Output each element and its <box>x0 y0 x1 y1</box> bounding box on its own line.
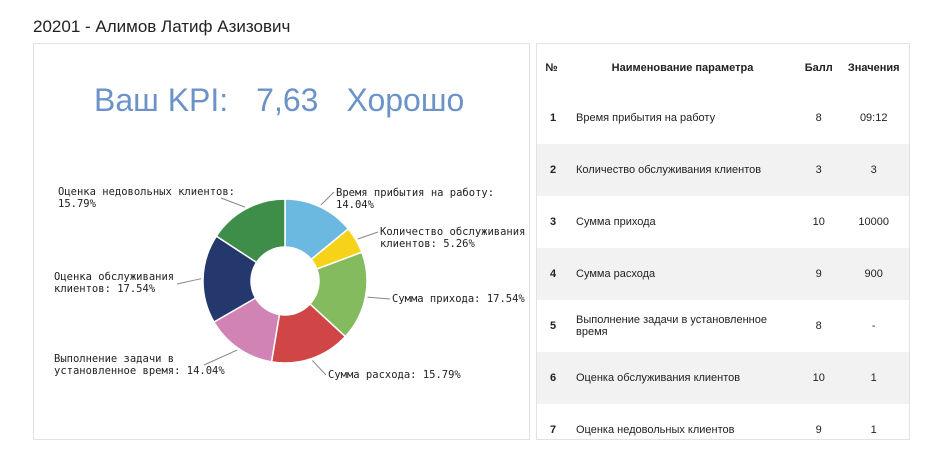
cell-name: Количество обслуживания клиентов <box>566 144 799 196</box>
slice-label: Оценка обслуживания клиентов: 17.54% <box>54 271 174 295</box>
slice-label-line: Сумма расхода: 15.79% <box>328 369 461 381</box>
cell-name: Сумма расхода <box>566 248 799 300</box>
cell-value: 1 <box>870 424 877 436</box>
slice-label: Оценка недовольных клиентов: 15.79% <box>58 186 235 210</box>
slice-label-line: Выполнение задачи в <box>54 353 174 365</box>
cell-num: 5 <box>549 320 557 332</box>
kpi-donut-chart: Время прибытия на работу: 14.04% Количеств… <box>54 186 525 381</box>
kpi-table-panel: № Наименование параметра Балл Значения 1… <box>536 43 910 440</box>
cell-value: 900 <box>838 248 909 300</box>
page-title: 20201 - Алимов Латиф Азизович <box>33 17 291 36</box>
slice-label: Время прибытия на работу: 14.04% <box>336 187 494 211</box>
slice-leader-line <box>357 231 379 240</box>
slice-label-line: клиентов: 5.26% <box>380 238 476 250</box>
table-row: 3 Сумма прихода 10 10000 <box>537 196 909 248</box>
slice-leader-line <box>320 191 335 206</box>
slice-label-line: установленное время: 14.04% <box>54 365 225 377</box>
slice-leader-line <box>176 278 202 285</box>
slice-label-line: Количество обслуживания <box>380 226 525 238</box>
cell-name: Сумма прихода <box>576 216 656 228</box>
cell-score: 3 <box>799 144 839 196</box>
table-row: 1 Время прибытия на работу 8 09:12 <box>537 92 909 144</box>
cell-score: 9 <box>815 424 822 436</box>
cell-value: 1 <box>838 352 909 404</box>
slice-label-line: 15.79% <box>58 198 97 210</box>
cell-num: 7 <box>549 424 557 436</box>
slice-label-line: Оценка недовольных клиентов: <box>58 186 235 198</box>
slice-leader-line <box>203 349 238 366</box>
cell-name: Время прибытия на работу <box>576 112 716 124</box>
slice-label: Выполнение задачи в установленное время: … <box>54 353 225 377</box>
table-body: 1 Время прибытия на работу 8 09:12 2 Количест… <box>537 92 909 439</box>
donut-slice <box>215 198 286 264</box>
slice-label-line: 14.04% <box>336 199 375 211</box>
cell-score: 9 <box>799 248 839 300</box>
cell-num: 2 <box>537 144 566 196</box>
kpi-value: 7,63 <box>256 82 319 118</box>
table-row: 2 Количество обслуживания клиентов 3 3 <box>537 144 909 196</box>
slice-leader-line <box>367 296 391 300</box>
slice-label-line: Сумма прихода: 17.54% <box>392 293 525 305</box>
cell-num: 1 <box>549 112 557 124</box>
table-header-row: № Наименование параметра Балл Значения <box>537 44 909 92</box>
cell-num: 4 <box>537 248 566 300</box>
kpi-rating: Хорошо <box>346 82 465 118</box>
slice-label-line: Время прибытия на работу: <box>336 187 494 199</box>
slice-label: Количество обслуживания клиентов: 5.26% <box>380 226 525 250</box>
column-header-name: Наименование параметра <box>611 62 754 74</box>
kpi-chart-panel: Ваш KPI: 7,63 Хорошо Время прибытия на раб… <box>33 43 530 440</box>
cell-score: 10 <box>812 216 825 228</box>
slice-label-line: Оценка обслуживания <box>54 271 174 283</box>
column-header-value: Значения <box>847 62 900 74</box>
table-row: 7 Оценка недовольных клиентов 9 1 <box>537 404 909 439</box>
cell-value: 3 <box>838 144 909 196</box>
table-row: 5 Выполнение задачи в установленное время… <box>537 300 909 352</box>
cell-value: - <box>871 320 876 332</box>
cell-score: 10 <box>799 352 839 404</box>
cell-name: Оценка недовольных клиентов <box>576 424 735 436</box>
cell-num: 3 <box>549 216 557 228</box>
slice-label-line: клиентов: 17.54% <box>54 283 156 295</box>
column-header-num: № <box>545 62 558 74</box>
slice-label: Сумма расхода: 15.79% <box>328 369 461 381</box>
table-row: 6 Оценка обслуживания клиентов 10 1 <box>537 352 909 404</box>
slice-leader-line <box>220 197 246 208</box>
kpi-label: Ваш KPI: <box>94 82 229 118</box>
cell-name: Оценка обслуживания клиентов <box>566 352 799 404</box>
kpi-table: № Наименование параметра Балл Значения 1… <box>537 44 909 439</box>
kpi-summary: Ваш KPI: 7,63 Хорошо <box>94 82 492 119</box>
table-row: 4 Сумма расхода 9 900 <box>537 248 909 300</box>
cell-score: 8 <box>815 112 822 124</box>
column-header-score: Балл <box>804 62 833 74</box>
cell-value: 09:12 <box>859 112 888 124</box>
cell-value: 10000 <box>858 216 889 228</box>
slice-label: Сумма прихода: 17.54% <box>392 293 525 305</box>
cell-num: 6 <box>537 352 566 404</box>
slice-leader-line <box>311 360 327 376</box>
cell-score: 8 <box>815 320 822 332</box>
cell-name: Выполнение задачи в установленное время <box>576 314 767 338</box>
